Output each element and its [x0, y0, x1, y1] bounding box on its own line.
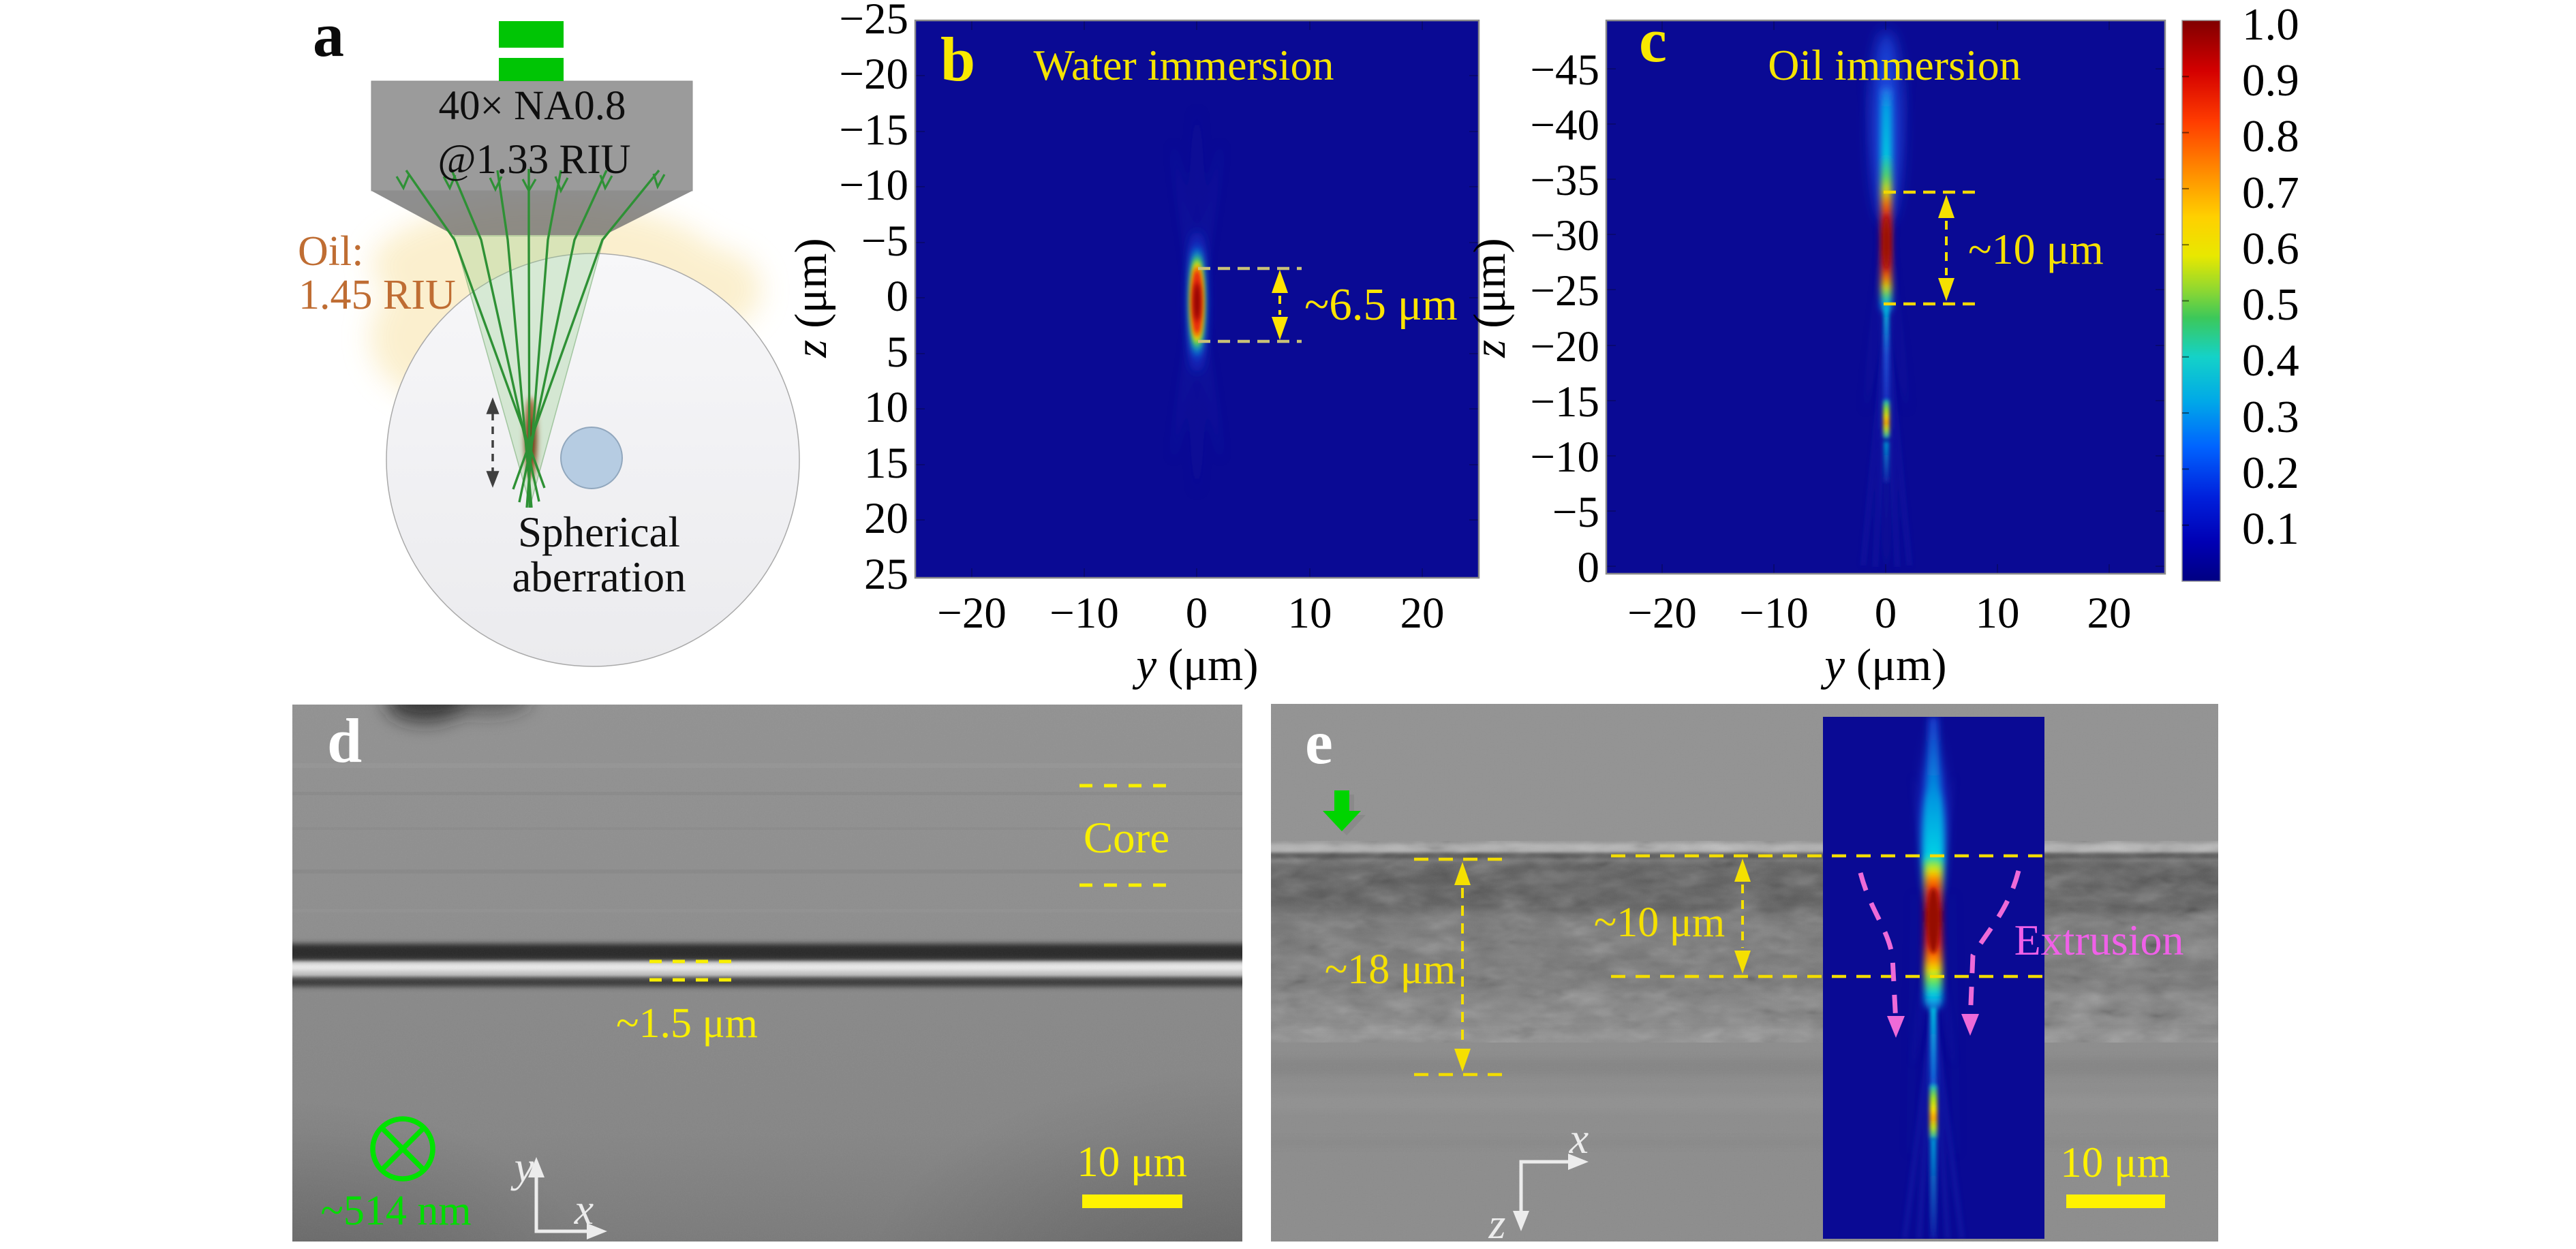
- svg-text:x: x: [574, 1185, 594, 1233]
- svg-text:−10: −10: [1049, 589, 1119, 638]
- svg-text:0: 0: [887, 272, 909, 321]
- svg-text:~514 nm: ~514 nm: [320, 1188, 471, 1234]
- svg-text:y (μm): y (μm): [1132, 640, 1258, 690]
- svg-text:Extrusion: Extrusion: [2014, 916, 2184, 964]
- svg-text:−20: −20: [839, 50, 908, 99]
- svg-text:−45: −45: [1530, 46, 1599, 95]
- svg-text:1.45 RIU: 1.45 RIU: [298, 272, 456, 318]
- svg-text:0.6: 0.6: [2242, 223, 2299, 274]
- svg-text:20: 20: [1400, 589, 1445, 638]
- svg-text:−35: −35: [1530, 156, 1599, 205]
- svg-text:a: a: [313, 0, 344, 70]
- svg-text:−25: −25: [1530, 266, 1599, 315]
- svg-text:10: 10: [1288, 589, 1332, 638]
- svg-text:0.9: 0.9: [2242, 55, 2299, 106]
- svg-text:Water immersion: Water immersion: [1034, 41, 1334, 89]
- svg-text:10 μm: 10 μm: [1077, 1138, 1187, 1186]
- svg-text:0.8: 0.8: [2242, 111, 2299, 161]
- svg-text:−5: −5: [1552, 488, 1599, 537]
- svg-text:−20: −20: [1530, 322, 1599, 371]
- svg-text:0: 0: [1875, 589, 1897, 638]
- svg-text:b: b: [940, 25, 975, 94]
- svg-text:0: 0: [1186, 589, 1208, 638]
- svg-text:~10 μm: ~10 μm: [1968, 225, 2104, 273]
- svg-text:0.7: 0.7: [2242, 168, 2299, 218]
- svg-text:−10: −10: [1739, 589, 1809, 638]
- svg-text:~6.5 μm: ~6.5 μm: [1304, 279, 1458, 330]
- svg-text:0.3: 0.3: [2242, 392, 2299, 442]
- svg-text:~10 μm: ~10 μm: [1594, 899, 1726, 946]
- svg-text:40× NA0.8: 40× NA0.8: [438, 83, 626, 129]
- svg-text:15: 15: [864, 439, 908, 488]
- svg-text:d: d: [327, 706, 362, 775]
- svg-text:−30: −30: [1530, 211, 1599, 260]
- svg-text:y: y: [510, 1143, 534, 1191]
- svg-text:0.4: 0.4: [2242, 335, 2299, 386]
- svg-text:Oil:: Oil:: [298, 228, 363, 275]
- svg-text:10 μm: 10 μm: [2060, 1139, 2171, 1186]
- svg-text:Oil immersion: Oil immersion: [1768, 41, 2021, 89]
- svg-text:−10: −10: [1530, 433, 1599, 482]
- svg-text:−40: −40: [1530, 101, 1599, 150]
- svg-text:10: 10: [1976, 589, 2020, 638]
- svg-text:−10: −10: [839, 161, 908, 210]
- svg-text:−25: −25: [839, 0, 908, 44]
- svg-text:−5: −5: [861, 217, 908, 266]
- svg-text:0.1: 0.1: [2242, 504, 2299, 554]
- svg-text:@1.33 RIU: @1.33 RIU: [438, 137, 630, 183]
- svg-text:x: x: [1569, 1114, 1589, 1162]
- svg-text:25: 25: [864, 550, 908, 599]
- svg-text:z: z: [1488, 1199, 1506, 1242]
- svg-text:aberration: aberration: [512, 553, 686, 601]
- svg-text:~18 μm: ~18 μm: [1325, 946, 1456, 993]
- svg-text:−20: −20: [937, 589, 1007, 638]
- svg-text:Core: Core: [1084, 814, 1169, 863]
- svg-text:5: 5: [887, 328, 909, 377]
- svg-text:20: 20: [2087, 589, 2132, 638]
- svg-text:z (μm): z (μm): [786, 238, 836, 358]
- svg-text:−20: −20: [1627, 589, 1697, 638]
- svg-text:−15: −15: [1530, 377, 1599, 427]
- svg-text:z (μm): z (μm): [1465, 238, 1515, 358]
- svg-text:y (μm): y (μm): [1820, 640, 1946, 690]
- svg-text:0: 0: [1578, 543, 1600, 592]
- svg-text:c: c: [1639, 5, 1667, 75]
- svg-text:10: 10: [864, 383, 908, 432]
- svg-text:0.2: 0.2: [2242, 448, 2299, 498]
- svg-text:1.0: 1.0: [2242, 0, 2299, 50]
- svg-text:e: e: [1305, 707, 1333, 777]
- svg-text:Spherical: Spherical: [518, 508, 680, 556]
- svg-text:−15: −15: [839, 106, 908, 155]
- svg-text:~1.5 μm: ~1.5 μm: [616, 1000, 758, 1047]
- svg-text:0.5: 0.5: [2242, 279, 2299, 330]
- svg-text:20: 20: [864, 494, 908, 543]
